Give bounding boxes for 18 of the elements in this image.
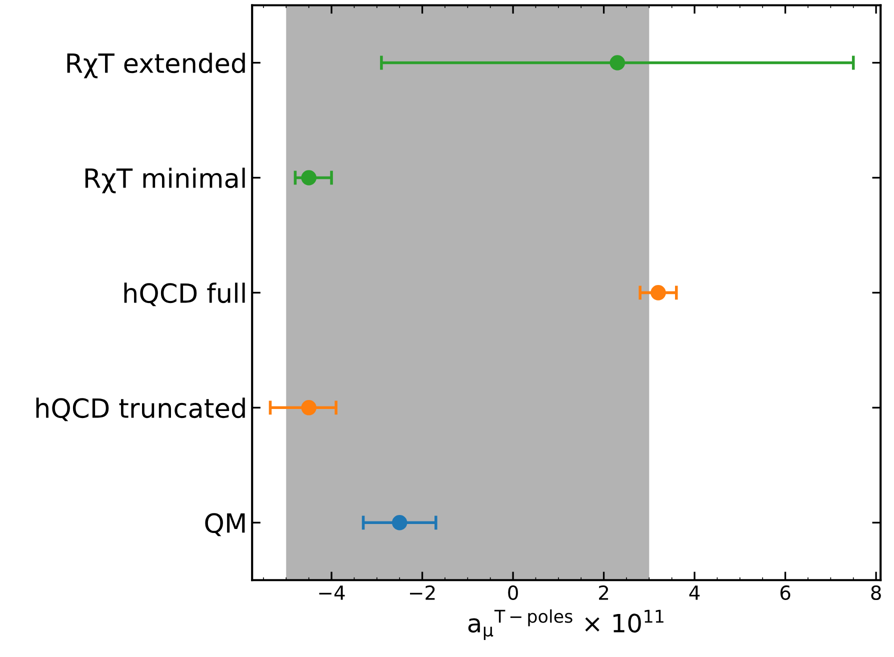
point [301,400,316,416]
point [392,515,408,530]
y-tick-label: QM [205,513,245,536]
point [301,170,316,186]
x-tick-label: −4 [319,586,345,600]
point [610,55,626,70]
x-tick-label: 6 [780,585,790,600]
x-axis-title: a$_{μ}$$^{T−poles}$ × 10$^{11}$ [468,609,664,640]
point [650,285,666,300]
y-tick-label: hQCD truncated [36,398,245,422]
y-tick-label: hQCD full [124,282,245,306]
y-tick-label: RχT extended [67,52,245,78]
x-tick-label: 0 [508,585,518,600]
x-tick-label: 2 [599,585,608,600]
x-tick-label: −2 [410,585,435,600]
x-tick-label: 4 [689,586,700,600]
x-tick-label: 8 [871,585,881,600]
y-tick-label: RχT minimal [85,168,245,194]
